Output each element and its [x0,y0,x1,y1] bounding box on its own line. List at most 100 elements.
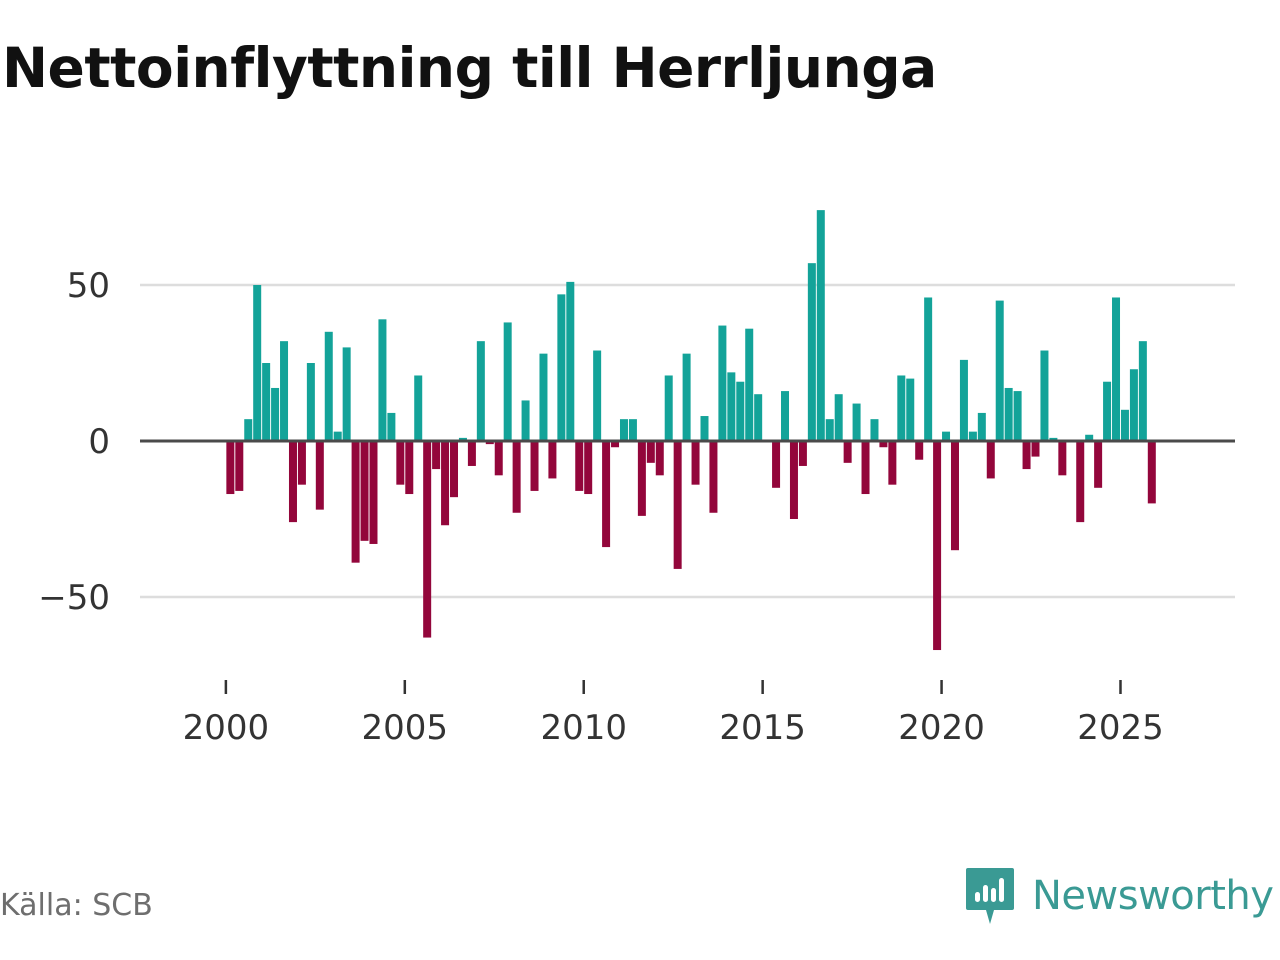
bar [1138,341,1147,441]
x-tick-label: 2025 [1077,708,1164,748]
bar [333,431,342,441]
bar [682,353,691,441]
bar [1120,409,1129,441]
bar [950,441,959,551]
y-tick-label: 50 [67,266,110,306]
bar [476,341,485,441]
bar [745,328,754,441]
x-tick-label: 2015 [719,708,806,748]
x-tick-label: 2000 [183,708,270,748]
bar [458,437,467,441]
bar [566,281,575,441]
bar [637,441,646,516]
bar [405,441,414,495]
bar [414,375,423,441]
bar [959,359,968,441]
chart-title: Nettoinflyttning till Herrljunga [2,36,937,100]
bar [494,441,503,476]
x-tick-label: 2005 [362,708,449,748]
bar [942,431,951,441]
bar [906,378,915,441]
bar [897,375,906,441]
bar [351,441,360,563]
bar [467,441,476,466]
bar [288,441,297,523]
bar [781,391,790,441]
bar [995,300,1004,441]
bar [521,400,530,441]
bar [915,441,924,460]
bar [1129,369,1138,441]
bar [530,441,539,491]
bar [611,441,620,448]
y-tick-label: 0 [88,422,110,462]
bar [691,441,700,485]
bar [253,285,262,441]
bar [1004,387,1013,441]
bar [798,441,807,466]
bar [244,419,253,441]
bar [924,297,933,441]
bar [423,441,432,638]
brand-name: Newsworthy [1032,873,1274,919]
x-axis: 2000 2005 2010 2015 2020 2025 [183,680,1164,748]
bar [628,419,637,441]
source-label: Källa: SCB [0,888,153,923]
bar [754,394,763,441]
bar [709,441,718,513]
bar [512,441,521,513]
bar [1112,297,1121,441]
bar [888,441,897,485]
bar [1013,391,1022,441]
bar [450,441,459,498]
bar [789,441,798,519]
x-tick-label: 2020 [898,708,985,748]
bar [736,381,745,441]
bar [807,263,816,441]
newsworthy-logo-icon [966,868,1014,924]
bar [1022,441,1031,470]
bar [593,350,602,441]
bar [575,441,584,491]
bar [834,394,843,441]
bar [700,416,709,441]
bar [861,441,870,495]
bar [727,372,736,441]
bar [619,419,628,441]
bar [772,441,781,488]
bar [1040,350,1049,441]
bar [1147,441,1156,504]
bar [1094,441,1103,488]
brand-logo[interactable]: Newsworthy [964,866,1274,926]
bar [262,363,271,441]
y-axis: 50 0 −50 [38,266,110,618]
bar [602,441,611,548]
y-tick-label: −50 [38,578,110,618]
bar [271,387,280,441]
bar [548,441,557,479]
bar [933,441,942,651]
bar [664,375,673,441]
bar [557,294,566,441]
bar [718,325,727,441]
bar [1085,434,1094,441]
bar [1049,437,1058,441]
bar [986,441,995,479]
bar [673,441,682,569]
grid-lines [140,283,1235,599]
bar [539,353,548,441]
bar [1103,381,1112,441]
bar [503,322,512,441]
bar [977,412,986,441]
bar [852,403,861,441]
bar [280,341,289,441]
bar [1058,441,1067,476]
bar [360,441,369,541]
bar [816,210,825,441]
bar [342,347,351,441]
bar [1031,441,1040,457]
bar [235,441,244,491]
bar [843,441,852,463]
bar [584,441,593,495]
